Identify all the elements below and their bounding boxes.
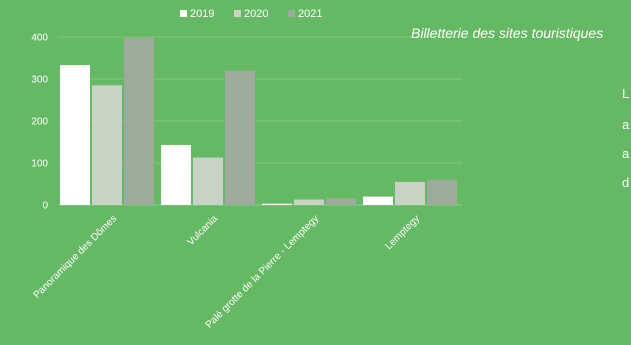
side-text-letter: a: [622, 146, 630, 161]
bar: [363, 196, 393, 205]
bar: [60, 65, 90, 205]
y-tick-label: 200: [31, 117, 48, 128]
legend-label: 2020: [244, 8, 268, 20]
legend-label: 2021: [298, 8, 322, 20]
side-text-letter: L: [622, 86, 630, 101]
y-tick-label: 400: [31, 33, 48, 44]
legend-swatch: [180, 10, 187, 17]
x-tick-label: Panoramique des Dômes: [32, 213, 120, 301]
bar: [326, 198, 356, 205]
bar: [262, 203, 292, 205]
x-tick-label: Lemptegy: [383, 213, 422, 252]
bar: [92, 85, 122, 205]
bar: [294, 199, 324, 205]
bar: [124, 37, 154, 206]
x-tick-label: Palé grotte de la Pierre - Lemptegy: [204, 213, 321, 330]
legend-swatch: [288, 10, 295, 17]
bar: [161, 144, 191, 205]
bar: [225, 70, 255, 205]
bar: [395, 181, 425, 205]
y-tick-label: 100: [31, 159, 48, 170]
side-text-letter: a: [622, 117, 630, 132]
side-text-letter: d: [622, 175, 630, 190]
legend-label: 2019: [190, 8, 214, 20]
legend-swatch: [234, 10, 241, 17]
legend: 2019 2020 2021: [180, 8, 322, 20]
y-tick-label: 300: [31, 75, 48, 86]
bars: [60, 37, 457, 206]
bar: [427, 179, 457, 205]
y-tick-label: 0: [42, 201, 48, 212]
bar: [193, 157, 223, 205]
x-tick-label: Vulcania: [185, 213, 220, 248]
chart-title: Billetterie des sites touristiques: [411, 25, 604, 41]
y-axis-ticks: 0 100 200 300 400: [31, 33, 48, 212]
